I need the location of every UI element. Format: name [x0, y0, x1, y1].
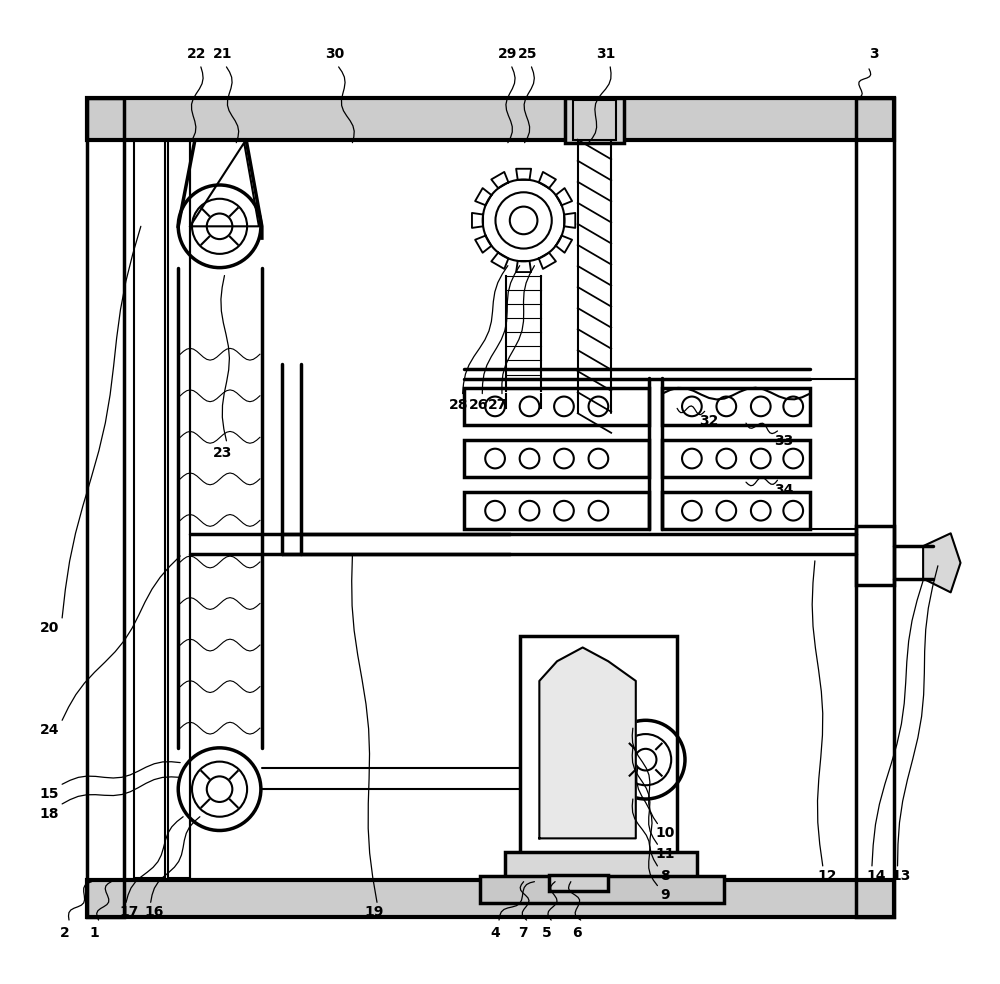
Text: 22: 22: [187, 47, 207, 61]
Bar: [134, 140, 165, 878]
Text: 4: 4: [490, 926, 500, 940]
Text: 25: 25: [518, 47, 537, 61]
Text: 15: 15: [40, 787, 59, 801]
Text: 12: 12: [817, 869, 836, 883]
Text: 31: 31: [597, 47, 616, 61]
Text: 14: 14: [866, 869, 886, 883]
Text: 17: 17: [119, 905, 139, 919]
Bar: [565, 98, 624, 143]
Text: 8: 8: [660, 869, 670, 883]
Bar: [168, 140, 190, 878]
Text: 21: 21: [213, 47, 232, 61]
Text: 5: 5: [542, 926, 552, 940]
Text: 27: 27: [488, 399, 508, 412]
Text: 13: 13: [892, 869, 911, 883]
Bar: [520, 636, 677, 854]
Bar: [464, 388, 649, 425]
Bar: [662, 440, 810, 477]
Text: 1: 1: [90, 926, 99, 940]
Bar: [87, 98, 124, 917]
Bar: [549, 875, 608, 891]
Bar: [662, 388, 810, 425]
Text: 32: 32: [699, 414, 718, 428]
Bar: [87, 98, 894, 140]
Text: 24: 24: [40, 723, 59, 737]
Text: 3: 3: [869, 47, 879, 61]
Text: 34: 34: [774, 483, 793, 497]
Text: 10: 10: [656, 827, 675, 840]
Bar: [505, 852, 697, 878]
Bar: [856, 526, 894, 585]
Text: 23: 23: [213, 446, 232, 460]
Text: 26: 26: [469, 399, 488, 412]
Bar: [856, 98, 894, 917]
Bar: [464, 440, 649, 477]
Polygon shape: [539, 647, 636, 838]
Text: 33: 33: [774, 434, 793, 448]
Text: 11: 11: [656, 847, 675, 861]
Text: 9: 9: [660, 889, 670, 902]
Bar: [662, 492, 810, 529]
Bar: [480, 876, 724, 903]
Text: 7: 7: [518, 926, 527, 940]
Bar: [464, 492, 649, 529]
Text: 6: 6: [572, 926, 582, 940]
Text: 18: 18: [40, 807, 59, 821]
Text: 30: 30: [325, 47, 344, 61]
Text: 20: 20: [40, 621, 59, 635]
Bar: [573, 100, 616, 140]
Text: 29: 29: [498, 47, 518, 61]
Bar: [87, 880, 894, 917]
Text: 2: 2: [60, 926, 70, 940]
Polygon shape: [923, 533, 961, 592]
Text: 19: 19: [364, 905, 384, 919]
Text: 28: 28: [449, 399, 468, 412]
Text: 16: 16: [144, 905, 163, 919]
